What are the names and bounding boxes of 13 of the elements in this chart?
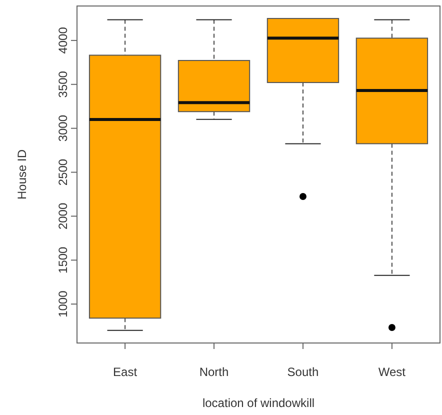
x-tick-label: North [199,365,229,379]
y-tick-label: 2000 [56,202,70,230]
x-tick-label: East [113,365,138,379]
y-tick-label: 3500 [56,70,70,98]
y-tick-label: 2500 [56,158,70,186]
y-tick-label: 1000 [56,290,70,318]
y-tick-label: 1500 [56,246,70,274]
y-tick-label: 4000 [56,26,70,54]
x-tick-label: South [287,365,319,379]
y-axis-title: House ID [15,149,29,200]
y-tick-label: 3000 [56,114,70,142]
x-tick-label: West [378,365,406,379]
x-axis-title: location of windowkill [202,396,315,410]
